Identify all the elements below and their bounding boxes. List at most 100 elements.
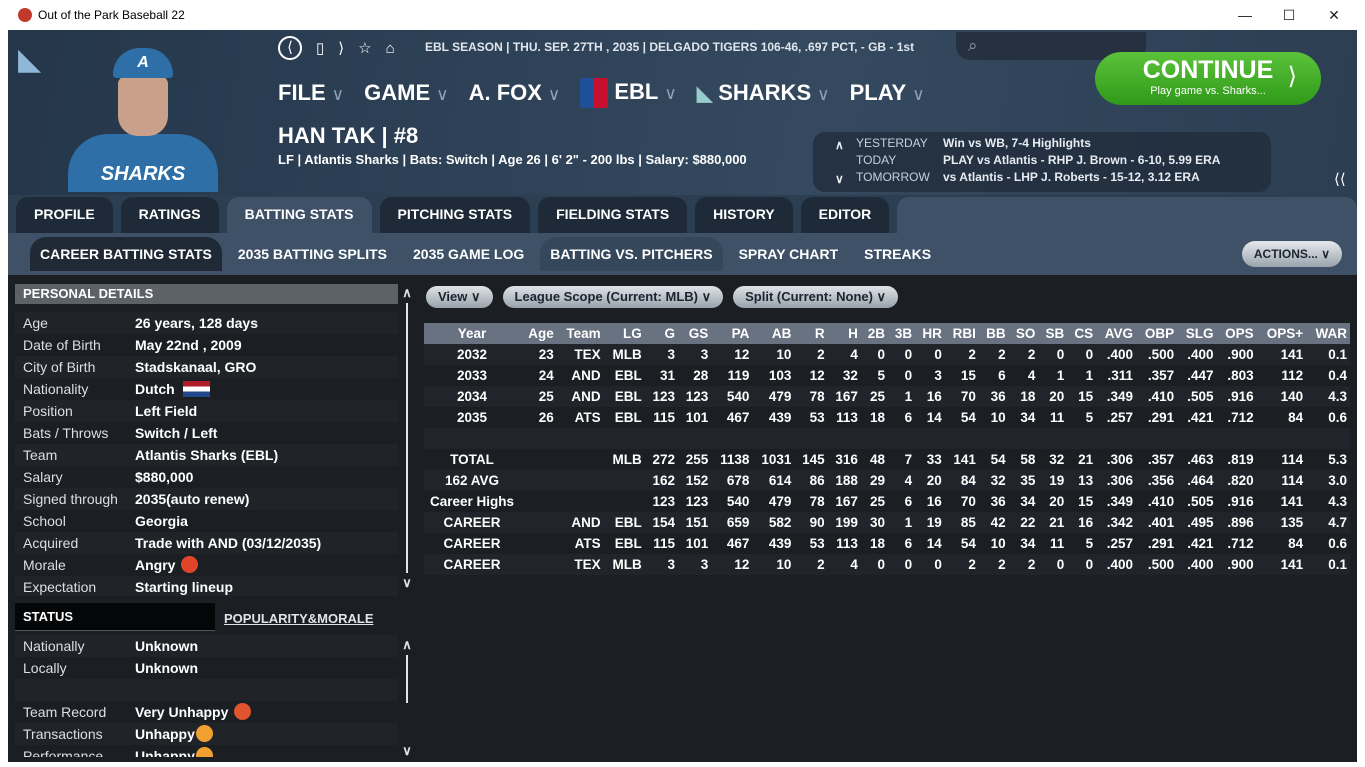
column-header[interactable]: Team: [556, 323, 604, 344]
status-scrollbar[interactable]: ∧ ∨: [400, 637, 414, 758]
column-header[interactable]: 3B: [888, 323, 916, 344]
sub-tabs: CAREER BATTING STATS 2035 BATTING SPLITS…: [8, 233, 1357, 275]
column-header[interactable]: G: [644, 323, 678, 344]
scroll-up-icon[interactable]: ∧: [402, 285, 412, 300]
schedule-value[interactable]: PLAY vs Atlantis - RHP J. Brown - 6-10, …: [943, 153, 1221, 167]
table-cell: .400: [1096, 554, 1137, 575]
column-header[interactable]: OPS+: [1256, 323, 1307, 344]
column-header[interactable]: GS: [677, 323, 712, 344]
star-icon[interactable]: ☆: [358, 40, 372, 57]
menu-file[interactable]: FILE ∨: [278, 80, 344, 106]
schedule-value[interactable]: Win vs WB, 7-4 Highlights: [943, 136, 1091, 150]
column-header[interactable]: RBI: [944, 323, 979, 344]
table-cell: 25: [869, 494, 885, 509]
detail-row: City of Birth Stadskanaal, GRO: [15, 356, 398, 378]
subtab-spray-chart[interactable]: SPRAY CHART: [738, 246, 839, 262]
detail-label: Date of Birth: [23, 337, 101, 353]
scroll-thumb[interactable]: [406, 655, 408, 703]
view-dropdown[interactable]: View ∨: [426, 286, 493, 308]
split-dropdown[interactable]: Split (Current: None) ∨: [733, 286, 899, 308]
sad-face-icon: [196, 725, 214, 742]
back-icon[interactable]: ⟨: [278, 36, 302, 60]
table-cell: .916: [1227, 494, 1254, 509]
tab-editor[interactable]: EDITOR: [800, 197, 890, 233]
column-header[interactable]: BB: [978, 323, 1009, 344]
home-icon[interactable]: ⌂: [385, 39, 395, 57]
table-cell: 48: [869, 452, 885, 467]
table-cell: 32: [978, 470, 1009, 491]
column-header[interactable]: HR: [915, 323, 945, 344]
tab-ratings[interactable]: RATINGS: [120, 197, 219, 233]
table-cell: 20: [915, 470, 945, 491]
table-cell: 2: [944, 554, 979, 575]
chevron-up-icon[interactable]: ∧: [835, 138, 844, 152]
subtab-game-log[interactable]: 2035 GAME LOG: [413, 246, 525, 262]
tab-popularity-morale[interactable]: POPULARITY&MORALE: [224, 611, 374, 626]
tab-pitching-stats[interactable]: PITCHING STATS: [379, 197, 531, 233]
search-input[interactable]: ⌕: [956, 32, 1146, 60]
column-header[interactable]: AB: [752, 323, 795, 344]
table-cell: 2: [1008, 344, 1039, 365]
column-header[interactable]: CS: [1067, 323, 1097, 344]
table-cell: .421: [1187, 410, 1214, 425]
personal-scrollbar[interactable]: ∧ ∨: [400, 285, 414, 595]
detail-row: Position Left Field: [15, 400, 398, 422]
table-cell: 540: [726, 494, 750, 509]
tab-batting-stats[interactable]: BATTING STATS: [226, 197, 372, 233]
table-cell: 141: [1280, 494, 1304, 509]
actions-button[interactable]: ACTIONS... ∨: [1241, 241, 1342, 267]
menu-game[interactable]: GAME ∨: [364, 80, 448, 106]
column-header[interactable]: Year: [424, 323, 520, 344]
tab-profile[interactable]: PROFILE: [16, 197, 113, 233]
league-scope-dropdown[interactable]: League Scope (Current: MLB) ∨: [502, 286, 724, 308]
tab-history[interactable]: HISTORY: [695, 197, 793, 233]
menu-team[interactable]: ◣ SHARKS ∨: [697, 80, 830, 106]
page-icon[interactable]: ▯: [316, 40, 325, 57]
continue-button[interactable]: CONTINUE Play game vs. Sharks... ⟩: [1095, 52, 1321, 105]
subtab-batting-splits[interactable]: 2035 BATTING SPLITS: [237, 246, 387, 262]
menu-league[interactable]: EBL ∨: [580, 78, 677, 108]
column-header[interactable]: LG: [603, 323, 645, 344]
minimize-button[interactable]: —: [1238, 7, 1252, 23]
column-header[interactable]: AVG: [1096, 323, 1137, 344]
table-cell: 23: [520, 344, 557, 365]
column-header[interactable]: WAR: [1306, 323, 1350, 344]
column-header[interactable]: OBP: [1136, 323, 1178, 344]
column-header[interactable]: PA: [711, 323, 753, 344]
column-header[interactable]: Age: [520, 323, 557, 344]
tab-fielding-stats[interactable]: FIELDING STATS: [538, 197, 688, 233]
column-header[interactable]: OPS: [1216, 323, 1257, 344]
menu-manager[interactable]: A. FOX ∨: [469, 80, 561, 106]
tab-status[interactable]: STATUS: [15, 603, 215, 631]
chevron-down-icon[interactable]: ∨: [835, 172, 844, 186]
table-cell: 34: [1020, 494, 1036, 509]
player-name: HAN TAK | #8: [278, 123, 419, 148]
scroll-down-icon[interactable]: ∨: [402, 575, 412, 590]
menu-play[interactable]: PLAY ∨: [850, 80, 925, 106]
subtab-career-batting-stats[interactable]: CAREER BATTING STATS: [30, 237, 222, 271]
close-button[interactable]: ✕: [1328, 7, 1340, 23]
maximize-button[interactable]: ☐: [1282, 7, 1296, 23]
table-cell: 101: [685, 536, 709, 551]
table-cell: [860, 428, 888, 449]
forward-icon[interactable]: ⟩: [338, 40, 345, 57]
subtab-batting-vs-pitchers[interactable]: BATTING VS. PITCHERS: [540, 237, 723, 271]
subtab-streaks[interactable]: STREAKS: [864, 246, 932, 262]
scroll-up-icon[interactable]: ∧: [402, 637, 412, 652]
column-header[interactable]: SLG: [1177, 323, 1217, 344]
column-header[interactable]: SB: [1038, 323, 1068, 344]
table-cell: 1: [1056, 368, 1065, 383]
column-header[interactable]: R: [794, 323, 828, 344]
scroll-thumb[interactable]: [406, 303, 408, 573]
detail-label: Age: [23, 315, 48, 331]
table-cell: 36: [990, 494, 1006, 509]
collapse-icon[interactable]: ⟨⟨: [1334, 171, 1346, 188]
column-header[interactable]: H: [827, 323, 861, 344]
scroll-down-icon[interactable]: ∨: [402, 743, 412, 758]
table-cell: 119: [727, 368, 750, 383]
column-header[interactable]: 2B: [860, 323, 888, 344]
detail-row: Age 26 years, 128 days: [15, 312, 398, 334]
column-header[interactable]: SO: [1008, 323, 1039, 344]
schedule-value[interactable]: vs Atlantis - LHP J. Roberts - 15-12, 3.…: [943, 170, 1200, 184]
table-cell: MLB: [603, 554, 645, 575]
